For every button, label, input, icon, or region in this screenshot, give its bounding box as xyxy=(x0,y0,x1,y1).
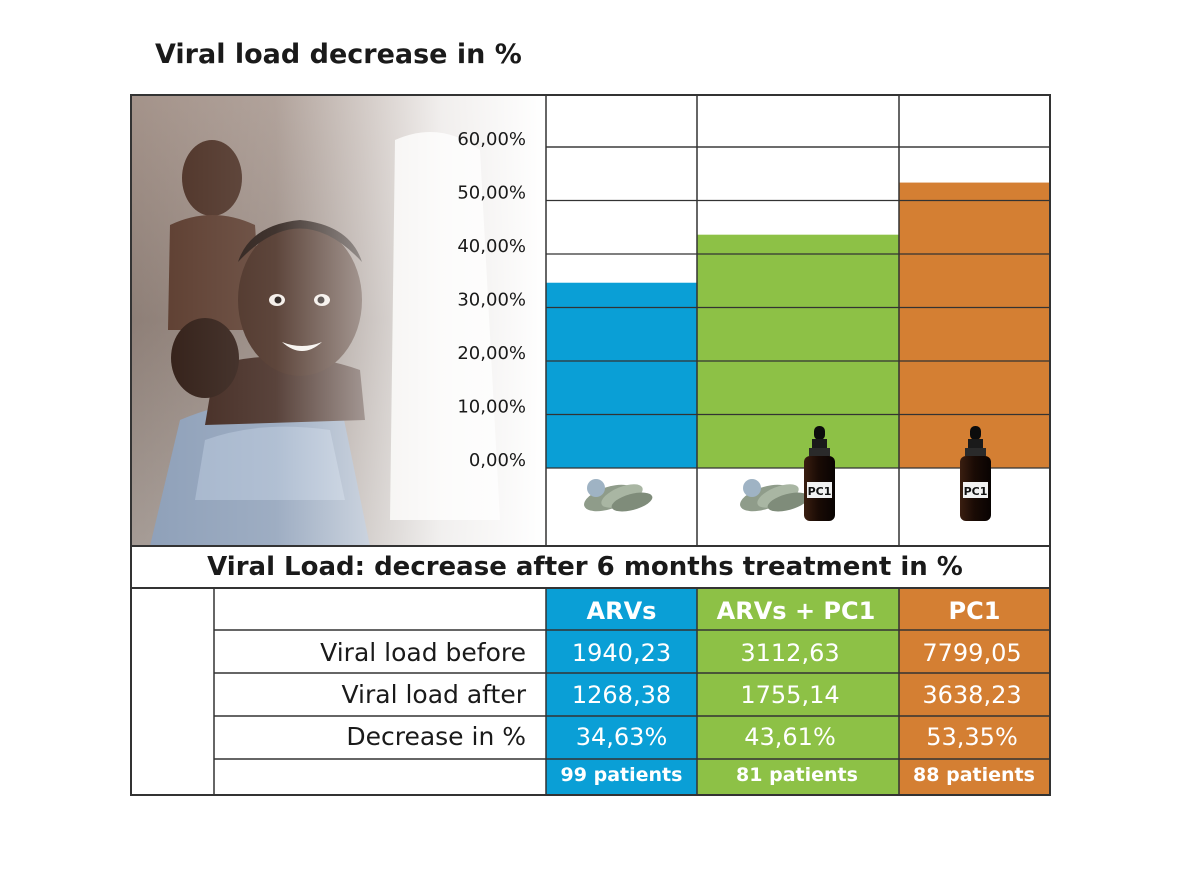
chart-plot-area xyxy=(545,95,1050,546)
table-gridlines xyxy=(131,545,1050,795)
pc1-column-bg xyxy=(899,588,1050,795)
bar-arvs-pc1 xyxy=(697,234,899,468)
cell-after-pc1: 3638,23 xyxy=(922,681,1021,709)
pills-icon xyxy=(584,479,653,512)
cell-decrease-pc1: 53,35% xyxy=(926,723,1018,751)
y-axis-ticks: 0,00% 10,00% 20,00% 30,00% 40,00% 50,00% 60,00… xyxy=(457,129,526,471)
cell-before-arvs: 1940,23 xyxy=(572,639,671,667)
children-photo xyxy=(131,95,545,546)
header-arvs-pc1: ARVs + PC1 xyxy=(717,597,876,625)
dropper-bottle-icon: PC1 xyxy=(804,426,835,521)
cell-after-combo: 1755,14 xyxy=(740,681,839,709)
table-title: Viral Load: decrease after 6 months trea… xyxy=(207,552,963,582)
header-pc1: PC1 xyxy=(949,597,1001,625)
bar-pc1 xyxy=(899,182,1050,468)
y-tick-label: 0,00% xyxy=(469,450,526,471)
patients-arvs: 99 patients xyxy=(561,764,683,786)
header-arvs: ARVs xyxy=(587,597,657,625)
treatment-icons: PC1 PC1 xyxy=(584,426,991,521)
cell-after-arvs: 1268,38 xyxy=(572,681,671,709)
cell-decrease-combo: 43,61% xyxy=(744,723,836,751)
y-tick-label: 40,00% xyxy=(457,236,526,257)
data-table: Viral Load: decrease after 6 months trea… xyxy=(131,545,1050,795)
chart-title: Viral load decrease in % xyxy=(155,39,522,70)
cell-before-pc1: 7799,05 xyxy=(922,639,1021,667)
pills-icon xyxy=(740,479,809,512)
patients-pc1: 88 patients xyxy=(913,764,1035,786)
combo-column-bg xyxy=(697,588,899,795)
y-tick-label: 10,00% xyxy=(457,397,526,418)
bottle-label: PC1 xyxy=(964,485,988,498)
y-tick-label: 20,00% xyxy=(457,343,526,364)
bottle-label: PC1 xyxy=(808,485,832,498)
patients-combo: 81 patients xyxy=(736,764,858,786)
cell-decrease-arvs: 34,63% xyxy=(576,723,668,751)
dropper-bottle-icon: PC1 xyxy=(960,426,991,521)
row-label-after: Viral load after xyxy=(341,680,526,709)
y-tick-label: 60,00% xyxy=(457,129,526,150)
y-tick-label: 50,00% xyxy=(457,183,526,204)
cell-before-combo: 3112,63 xyxy=(740,639,839,667)
arvs-column-bg xyxy=(546,588,697,795)
row-label-decrease: Decrease in % xyxy=(346,722,526,751)
outer-frame xyxy=(130,94,1051,796)
bar-arvs xyxy=(546,282,697,468)
y-tick-label: 30,00% xyxy=(457,290,526,311)
row-label-before: Viral load before xyxy=(320,638,526,667)
